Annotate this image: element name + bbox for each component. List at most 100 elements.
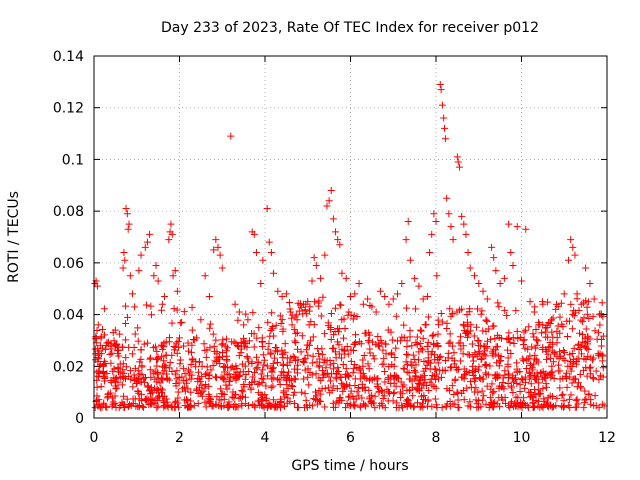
data-point-background [477, 310, 485, 318]
data-point-background [194, 374, 202, 382]
data-point-background [297, 301, 305, 309]
data-point-background [445, 339, 453, 347]
data-point-background [332, 348, 340, 356]
data-point-background [400, 321, 408, 329]
data-point-background [188, 303, 196, 311]
data-point-background [270, 332, 278, 340]
data-point-background [464, 327, 472, 335]
data-point-background [127, 375, 135, 383]
data-point [274, 287, 282, 295]
data-point-background [409, 392, 417, 400]
data-point-background [520, 328, 528, 336]
data-point-background [513, 359, 521, 367]
data-point-background [324, 322, 332, 330]
data-point-background [317, 390, 325, 398]
data-point-background [315, 362, 323, 370]
data-point-background [107, 345, 115, 353]
data-point-background [388, 336, 396, 344]
data-point-background [205, 393, 213, 401]
data-point-background [394, 337, 402, 345]
data-point-background [153, 385, 161, 393]
data-point-background [321, 384, 329, 392]
data-point-background [460, 396, 468, 404]
data-point-background [406, 333, 414, 341]
data-point-background [237, 349, 245, 357]
data-point-background [226, 374, 234, 382]
data-point-background [134, 337, 142, 345]
data-point-background [459, 321, 467, 329]
data-point-background [144, 339, 152, 347]
data-point [355, 280, 363, 288]
data-point-background [120, 369, 128, 377]
data-point [205, 292, 213, 300]
data-point-background [134, 367, 142, 375]
data-point-background [490, 322, 498, 330]
data-point [518, 277, 525, 285]
data-point-background [509, 372, 517, 380]
data-point-background [444, 349, 452, 357]
data-point-background [587, 354, 595, 362]
data-point-background [187, 348, 195, 356]
data-point-background [219, 374, 227, 382]
data-point-background [122, 336, 130, 344]
data-point-background [134, 388, 142, 396]
data-point [125, 220, 133, 228]
data-point-background [213, 393, 221, 401]
data-point-background [437, 310, 445, 318]
data-point-background [496, 403, 504, 411]
data-point-background [181, 369, 189, 377]
data-point-background [566, 357, 574, 365]
data-point-background [131, 374, 139, 382]
data-point-background [319, 293, 327, 301]
data-point-background [124, 313, 132, 321]
data-point-background [456, 333, 464, 341]
data-point-background [520, 400, 528, 408]
data-point-background [224, 402, 232, 410]
data-point [490, 254, 498, 262]
data-point-background [544, 394, 552, 402]
data-point-background [366, 376, 374, 384]
data-point [443, 194, 451, 202]
y-tick-label: 0.08 [53, 204, 84, 220]
data-point [385, 300, 393, 308]
data-point-background [109, 400, 117, 408]
data-point-background [272, 321, 280, 329]
data-point-background [450, 360, 458, 368]
data-point-background [245, 358, 253, 366]
data-point-background [313, 358, 321, 366]
data-point-background [572, 396, 580, 404]
data-point-background [572, 357, 580, 365]
data-point-background [570, 312, 578, 320]
data-point-background [433, 370, 441, 378]
data-point-background [341, 383, 349, 391]
data-point-background [153, 404, 161, 412]
data-point [111, 326, 119, 334]
data-point-background [95, 402, 103, 410]
data-point-background [265, 340, 273, 348]
data-point-background [550, 402, 558, 410]
data-point-background [250, 368, 258, 376]
data-point-background [269, 365, 277, 373]
data-point-background [205, 371, 213, 379]
data-point-background [244, 401, 252, 409]
data-point [227, 132, 235, 140]
data-point-background [347, 387, 355, 395]
data-point-background [488, 380, 496, 388]
data-point-background [313, 392, 321, 400]
data-point-background [570, 344, 578, 352]
data-point-background [109, 367, 117, 375]
data-point-background [122, 319, 130, 327]
data-point [135, 267, 143, 275]
data-point-background [120, 401, 128, 409]
data-point-background [464, 402, 472, 410]
data-point-background [472, 384, 480, 392]
data-point-background [365, 338, 373, 346]
data-point-background [586, 335, 594, 343]
data-point [389, 295, 397, 303]
data-point-background [279, 354, 287, 362]
data-point-background [238, 386, 246, 394]
data-point-background [106, 351, 114, 359]
data-point-background [542, 328, 550, 336]
data-point-background [553, 327, 561, 335]
data-point-background [158, 306, 166, 314]
